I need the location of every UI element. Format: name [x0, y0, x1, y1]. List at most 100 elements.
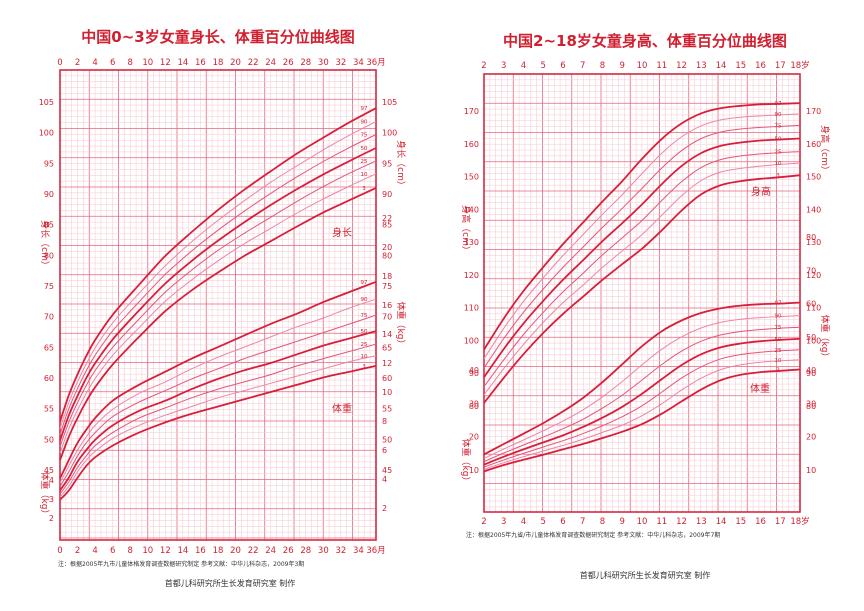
- left-right-tick-length: 60: [382, 374, 392, 383]
- left-x-tick-bottom: 22: [248, 546, 259, 556]
- right-x-tick-bottom: 8: [600, 517, 605, 527]
- left-x-tick-bottom: 10: [142, 546, 153, 556]
- right-x-tick-top: 6: [560, 61, 565, 71]
- right-right-tick-weight: 20: [806, 433, 816, 442]
- left-weight-curve-p3: [59, 365, 377, 501]
- left-right-tick-weight: 16: [382, 301, 392, 310]
- right-x-tick-bottom: 18岁: [790, 516, 809, 527]
- right-x-tick-top: 2: [481, 61, 486, 71]
- right-credit: 首都儿科研究所生长发育研究室 制作: [580, 570, 711, 580]
- left-x-tick-top: 36月: [366, 58, 385, 68]
- left-right-tick-length: 55: [382, 405, 392, 414]
- left-x-tick-bottom: 6: [110, 546, 115, 556]
- right-x-tick-top: 11: [656, 61, 667, 71]
- right-right-tick-weight: 70: [806, 266, 816, 275]
- left-x-tick-top: 12: [160, 58, 171, 68]
- right-y-tick-height: 150: [464, 173, 479, 182]
- left-right-tick-length: 100: [382, 129, 397, 138]
- left-y-tick-length: 80: [44, 251, 54, 260]
- left-x-tick-top: 6: [110, 58, 115, 68]
- left-x-tick-bottom: 32: [335, 546, 346, 556]
- left-right-tick-length: 70: [382, 313, 392, 322]
- right-weight-pct-label: 75: [775, 325, 782, 331]
- right-height-pct-label: 97: [775, 101, 782, 107]
- right-weight-pct-label: 25: [775, 348, 782, 354]
- right-y-tick-height: 160: [464, 140, 479, 149]
- right-right-tick-height: 100: [806, 336, 821, 345]
- right-right-tick-weight: 80: [806, 233, 816, 242]
- right-y-tick-height: 170: [464, 107, 479, 116]
- left-right-tick-length: 90: [382, 190, 392, 199]
- right-x-tick-top: 16: [755, 61, 766, 71]
- left-weight-curve-p90: [59, 298, 377, 483]
- left-x-tick-bottom: 14: [177, 546, 188, 556]
- left-right-tick-weight: 4: [382, 475, 387, 484]
- left-x-tick-top: 10: [142, 58, 153, 68]
- right-x-tick-bottom: 4: [521, 517, 526, 527]
- left-footnote: 注：根据2005年九市儿童体格发育调查数据研究制定 参考文献：中华儿科杂志，20…: [58, 560, 304, 568]
- left-chart-title: 中国0~3岁女童身长、体重百分位曲线图: [81, 28, 354, 46]
- right-y-tick-height: 100: [464, 336, 479, 345]
- right-right-tick-height: 140: [806, 205, 821, 214]
- left-length-pct-label: 25: [361, 159, 368, 165]
- right-height-curve-p3: [483, 174, 801, 404]
- left-x-tick-top: 30: [318, 58, 329, 68]
- right-right-tick-height: 110: [806, 304, 821, 313]
- left-length-pct-label: 10: [361, 172, 368, 178]
- left-x-tick-bottom: 28: [300, 546, 311, 556]
- left-x-tick-top: 24: [265, 58, 276, 68]
- right-footnote: 注：根据2005年九省/市儿童体格发育调查数据研究制定 参考文献：中华儿科杂志，…: [466, 531, 720, 539]
- left-x-tick-top: 0: [57, 58, 62, 68]
- right-weight-curve-p3: [483, 368, 801, 473]
- right-x-tick-top: 8: [600, 61, 605, 71]
- left-length-pct-label: 97: [361, 106, 368, 112]
- left-right-tick-length: 50: [382, 435, 392, 444]
- left-x-tick-bottom: 18: [213, 546, 224, 556]
- left-length-pct-label: 3: [362, 186, 366, 192]
- left-right-tick-length: 65: [382, 343, 392, 352]
- right-height-pct-label: 90: [775, 112, 782, 118]
- right-x-tick-bottom: 12: [676, 517, 687, 527]
- left-weight-pct-label: 90: [361, 297, 368, 303]
- right-x-tick-top: 9: [620, 61, 625, 71]
- left-right-tick-weight: 22: [382, 214, 392, 223]
- right-weight-pct-label: 50: [775, 337, 782, 343]
- right-y-tick-height: 80: [469, 402, 479, 411]
- left-y-tick-length: 85: [44, 221, 54, 230]
- left-weight-pct-label: 3: [362, 364, 366, 370]
- right-y-tick-weight: 40: [469, 366, 479, 375]
- left-y-tick-length: 100: [39, 129, 54, 138]
- left-x-tick-top: 14: [177, 58, 188, 68]
- left-y-tick-length: 70: [44, 313, 54, 322]
- right-right-tick-height: 130: [806, 238, 821, 247]
- left-x-tick-bottom: 24: [265, 546, 276, 556]
- left-length-curve-p50: [59, 147, 377, 441]
- right-height-pct-label: 75: [775, 123, 782, 129]
- left-length-curve-p3: [59, 187, 377, 461]
- left-y-tick-length: 50: [44, 435, 54, 444]
- right-y-tick-weight: 20: [469, 433, 479, 442]
- left-x-tick-bottom: 8: [128, 546, 133, 556]
- left-right-axis-length-label: 身长（cm）: [395, 140, 407, 190]
- left-right-tick-length: 75: [382, 282, 392, 291]
- right-weight-curve-p50: [483, 338, 801, 466]
- right-y-tick-height: 120: [464, 271, 479, 280]
- left-x-tick-top: 34: [353, 58, 364, 68]
- left-right-tick-length: 45: [382, 466, 392, 475]
- left-y-tick-length: 45: [44, 466, 54, 475]
- right-y-tick-height: 110: [464, 304, 479, 313]
- right-right-axis-weight-label: 体重（kg）: [819, 315, 831, 362]
- right-x-tick-top: 18岁: [790, 60, 809, 71]
- left-x-tick-top: 22: [248, 58, 259, 68]
- right-weight-pct-label: 10: [775, 358, 782, 364]
- left-right-tick-weight: 10: [382, 388, 392, 397]
- right-x-tick-top: 12: [676, 61, 687, 71]
- left-y-tick-length: 60: [44, 374, 54, 383]
- left-x-tick-bottom: 12: [160, 546, 171, 556]
- right-right-axis-height-label: 身高（cm）: [819, 125, 831, 175]
- left-right-tick-weight: 6: [382, 446, 387, 455]
- left-right-tick-length: 95: [382, 159, 392, 168]
- left-length-curve-p10: [59, 173, 377, 453]
- left-axis-length-label: 身长（cm）: [39, 220, 51, 270]
